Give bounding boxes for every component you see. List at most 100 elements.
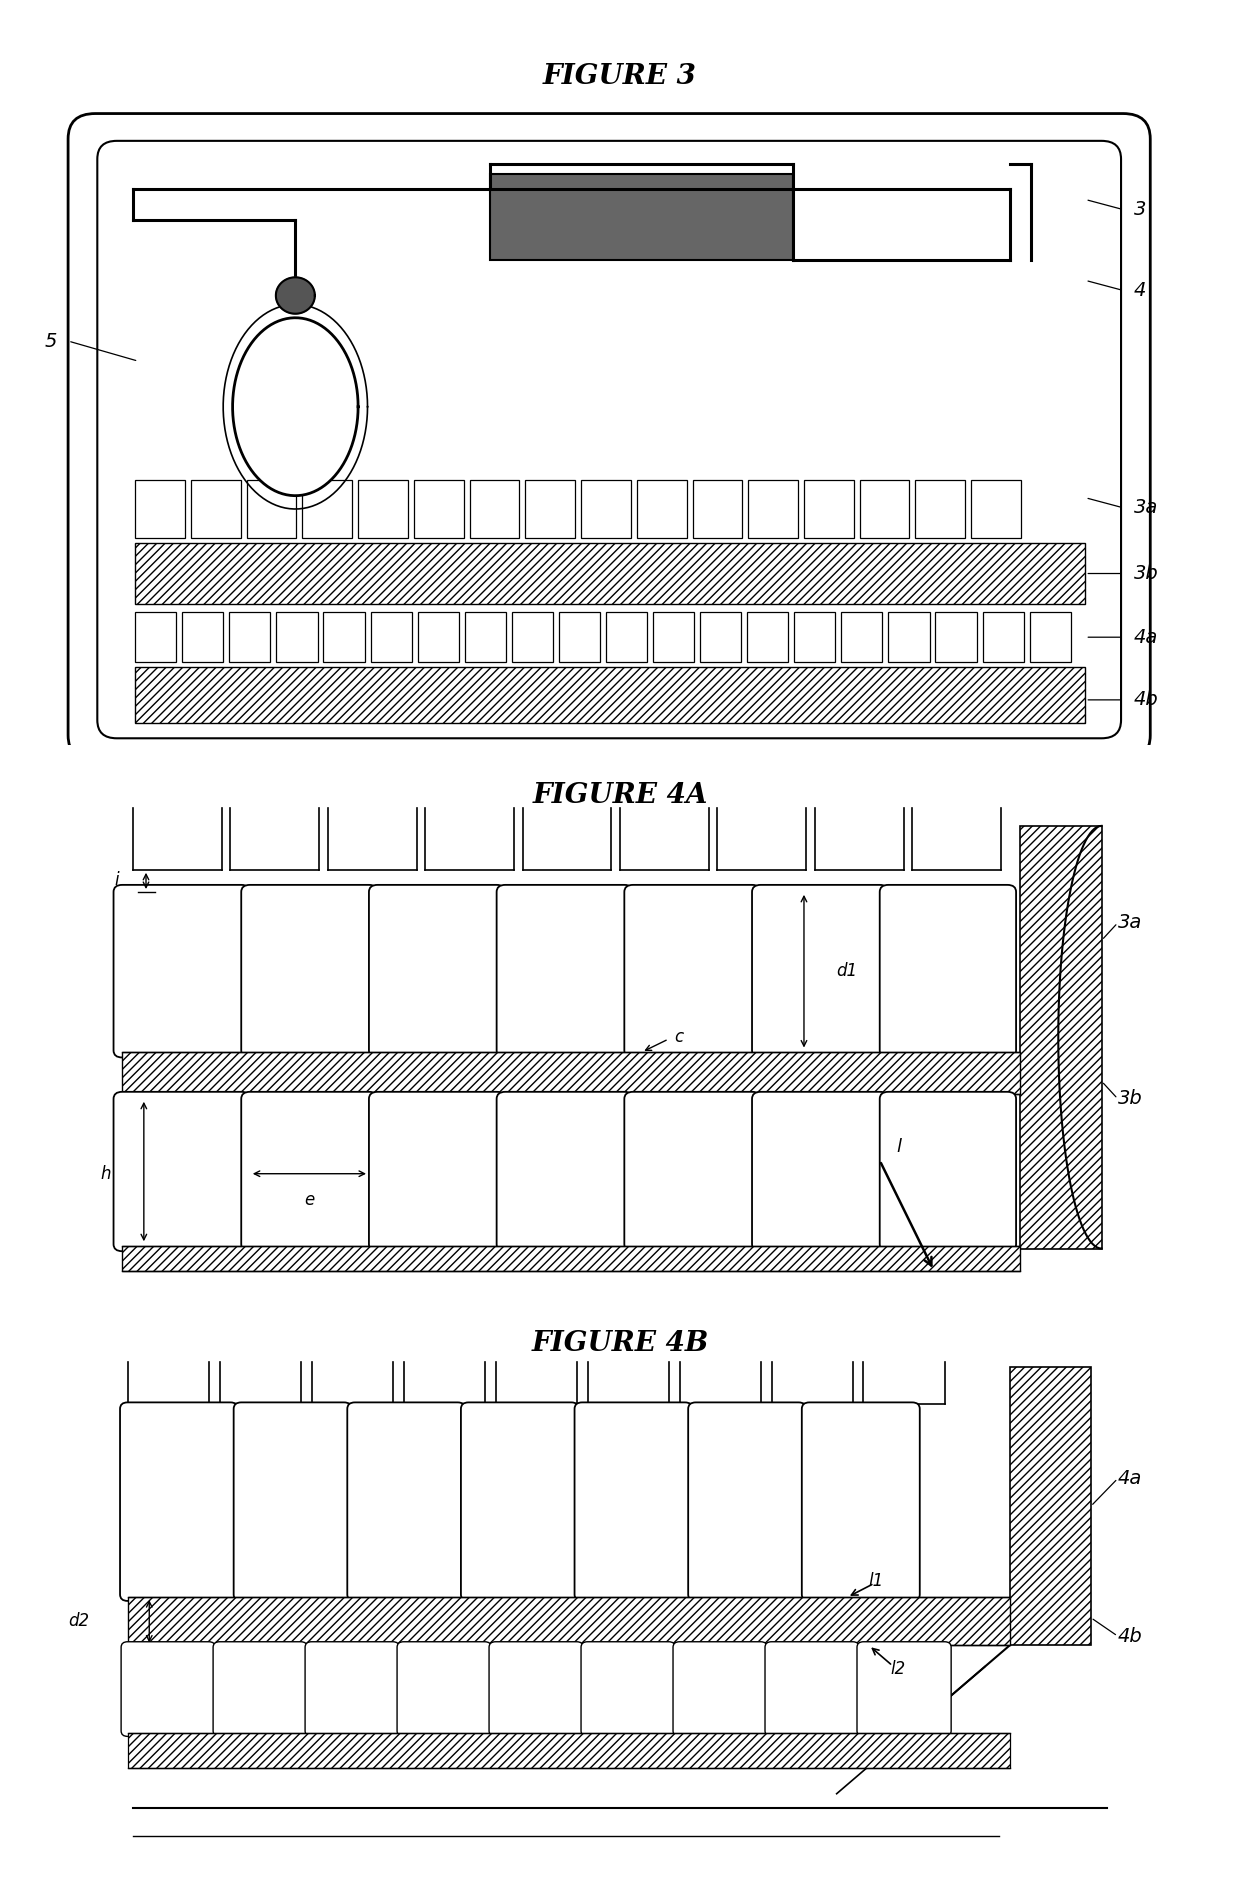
FancyBboxPatch shape: [751, 1093, 888, 1251]
Bar: [1009, 1366, 1091, 1645]
Bar: [229, 611, 270, 662]
Text: 3b: 3b: [1117, 1089, 1142, 1108]
FancyBboxPatch shape: [624, 885, 760, 1057]
Bar: [247, 479, 296, 538]
Bar: [128, 1732, 1009, 1768]
FancyBboxPatch shape: [397, 1642, 491, 1736]
Bar: [795, 611, 836, 662]
Bar: [128, 1596, 1009, 1645]
Polygon shape: [233, 317, 358, 496]
FancyBboxPatch shape: [765, 1642, 859, 1736]
Bar: [465, 611, 506, 662]
Text: d2: d2: [68, 1611, 89, 1630]
Bar: [701, 611, 742, 662]
Bar: [1029, 611, 1070, 662]
Bar: [512, 611, 553, 662]
Text: 5: 5: [45, 332, 57, 351]
Bar: [123, 1053, 1021, 1094]
Text: l2: l2: [890, 1661, 905, 1678]
Bar: [804, 479, 854, 538]
FancyBboxPatch shape: [461, 1402, 579, 1600]
FancyBboxPatch shape: [751, 885, 888, 1057]
Text: d1: d1: [837, 962, 858, 979]
Bar: [841, 611, 883, 662]
Bar: [582, 479, 631, 538]
FancyBboxPatch shape: [242, 1093, 378, 1251]
Text: 4a: 4a: [1117, 1468, 1142, 1489]
Bar: [135, 543, 1085, 604]
Bar: [692, 479, 743, 538]
FancyBboxPatch shape: [68, 113, 1151, 760]
Bar: [135, 611, 176, 662]
FancyBboxPatch shape: [114, 885, 250, 1057]
FancyBboxPatch shape: [347, 1402, 465, 1600]
Bar: [915, 479, 965, 538]
Text: FIGURE 4A: FIGURE 4A: [532, 781, 708, 810]
FancyBboxPatch shape: [114, 1093, 250, 1251]
FancyBboxPatch shape: [497, 1093, 632, 1251]
Bar: [748, 479, 799, 538]
Bar: [859, 479, 909, 538]
Text: 3: 3: [1135, 200, 1147, 219]
Bar: [888, 611, 930, 662]
Bar: [606, 611, 647, 662]
Text: 3a: 3a: [1117, 913, 1142, 932]
FancyBboxPatch shape: [489, 1642, 583, 1736]
Bar: [414, 479, 464, 538]
Text: 3a: 3a: [1135, 498, 1158, 517]
Polygon shape: [275, 277, 315, 313]
FancyBboxPatch shape: [574, 1402, 692, 1600]
FancyBboxPatch shape: [97, 142, 1121, 738]
Text: h: h: [100, 1164, 112, 1183]
Text: e: e: [304, 1191, 315, 1210]
Bar: [637, 479, 687, 538]
Bar: [182, 611, 223, 662]
Text: FIGURE 4B: FIGURE 4B: [531, 1330, 709, 1357]
FancyBboxPatch shape: [673, 1642, 768, 1736]
Bar: [935, 611, 977, 662]
Text: FIGURE 3: FIGURE 3: [543, 62, 697, 91]
Bar: [653, 611, 694, 662]
FancyBboxPatch shape: [688, 1402, 806, 1600]
Text: 4a: 4a: [1135, 628, 1158, 647]
Text: 4: 4: [1135, 281, 1147, 300]
FancyBboxPatch shape: [582, 1642, 676, 1736]
Text: 3b: 3b: [1135, 564, 1159, 583]
Text: l: l: [897, 1138, 901, 1157]
Bar: [135, 666, 1085, 723]
FancyBboxPatch shape: [122, 1642, 216, 1736]
FancyBboxPatch shape: [624, 1093, 760, 1251]
Bar: [490, 174, 794, 260]
FancyBboxPatch shape: [370, 885, 505, 1057]
Bar: [559, 611, 600, 662]
Text: 4b: 4b: [1117, 1627, 1142, 1645]
Bar: [748, 611, 789, 662]
Bar: [1021, 827, 1101, 1249]
Bar: [371, 611, 412, 662]
Bar: [971, 479, 1021, 538]
Bar: [135, 479, 185, 538]
Text: l1: l1: [869, 1572, 884, 1589]
FancyBboxPatch shape: [233, 1402, 352, 1600]
FancyBboxPatch shape: [879, 885, 1016, 1057]
Bar: [191, 479, 241, 538]
Bar: [526, 479, 575, 538]
Text: i: i: [114, 872, 119, 889]
Bar: [303, 479, 352, 538]
FancyBboxPatch shape: [213, 1642, 308, 1736]
FancyBboxPatch shape: [497, 885, 632, 1057]
Bar: [982, 611, 1024, 662]
Bar: [123, 1245, 1021, 1270]
Bar: [470, 479, 520, 538]
FancyBboxPatch shape: [305, 1642, 399, 1736]
Text: 4b: 4b: [1135, 691, 1159, 710]
Bar: [277, 611, 317, 662]
Bar: [324, 611, 365, 662]
FancyBboxPatch shape: [857, 1642, 951, 1736]
FancyBboxPatch shape: [242, 885, 378, 1057]
FancyBboxPatch shape: [370, 1093, 505, 1251]
Bar: [358, 479, 408, 538]
FancyBboxPatch shape: [879, 1093, 1016, 1251]
FancyBboxPatch shape: [120, 1402, 238, 1600]
FancyBboxPatch shape: [802, 1402, 920, 1600]
